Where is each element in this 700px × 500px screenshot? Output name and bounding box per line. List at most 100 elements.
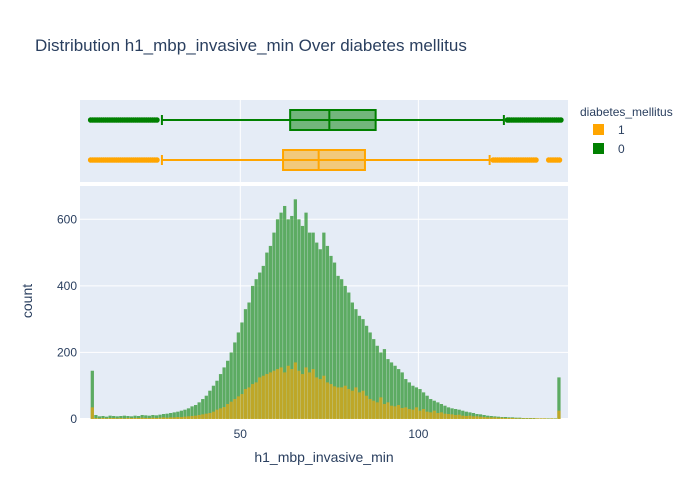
histogram-bar[interactable] — [172, 417, 176, 419]
histogram-bar[interactable] — [226, 360, 230, 419]
histogram-bar[interactable] — [464, 411, 468, 419]
histogram-bar[interactable] — [90, 370, 94, 419]
histogram-bar[interactable] — [500, 417, 504, 419]
histogram-bar[interactable] — [240, 394, 244, 419]
histogram-bar[interactable] — [446, 414, 451, 419]
histogram-bar[interactable] — [229, 401, 233, 419]
histogram-bar[interactable] — [158, 414, 162, 419]
histogram-bar[interactable] — [290, 369, 294, 419]
histogram-bar[interactable] — [236, 332, 240, 419]
histogram-bar[interactable] — [393, 406, 397, 419]
histogram-bar[interactable] — [240, 322, 244, 419]
histogram-bar[interactable] — [475, 416, 479, 419]
histogram-bar[interactable] — [247, 302, 251, 420]
histogram-bar[interactable] — [532, 418, 536, 419]
legend-label-series-1[interactable]: 1 — [618, 123, 625, 137]
histogram-bar[interactable] — [489, 417, 493, 419]
histogram-bar[interactable] — [179, 410, 183, 419]
histogram-bar[interactable] — [325, 382, 330, 419]
histogram-bar[interactable] — [101, 418, 105, 419]
histogram-bar[interactable] — [439, 412, 444, 419]
histogram-bar[interactable] — [226, 404, 230, 419]
histogram-bar[interactable] — [265, 252, 269, 419]
histogram-bar[interactable] — [151, 417, 155, 419]
histogram-bar[interactable] — [340, 279, 344, 419]
histogram-bar[interactable] — [414, 407, 419, 419]
histogram-bar[interactable] — [258, 377, 262, 419]
histogram-bar[interactable] — [414, 387, 419, 419]
histogram-bar[interactable] — [397, 405, 401, 419]
histogram-bar[interactable] — [539, 418, 543, 419]
histogram-bar[interactable] — [471, 416, 476, 419]
histogram-bar[interactable] — [400, 408, 404, 419]
histogram-bar[interactable] — [315, 242, 319, 419]
histogram-bar[interactable] — [126, 416, 130, 419]
histogram-bar[interactable] — [307, 372, 312, 419]
histogram-bar[interactable] — [154, 418, 159, 419]
histogram-bar[interactable] — [404, 379, 408, 419]
histogram-bar[interactable] — [101, 416, 105, 419]
histogram-bar[interactable] — [297, 370, 301, 419]
histogram-bar[interactable] — [115, 416, 119, 419]
histogram-bar[interactable] — [315, 377, 319, 419]
histogram-bar[interactable] — [386, 402, 390, 419]
histogram-bar[interactable] — [379, 352, 383, 419]
histogram-bar[interactable] — [368, 332, 372, 419]
histogram-bar[interactable] — [169, 413, 173, 419]
histogram-bar[interactable] — [108, 415, 112, 419]
histogram-bar[interactable] — [347, 292, 351, 419]
histogram-bar[interactable] — [361, 319, 365, 419]
histogram-bar[interactable] — [293, 362, 297, 419]
histogram-bar[interactable] — [190, 406, 194, 419]
histogram-bar[interactable] — [279, 367, 283, 419]
histogram-bar[interactable] — [222, 407, 226, 419]
histogram-bar[interactable] — [133, 415, 137, 419]
histogram-bar[interactable] — [201, 414, 205, 419]
histogram-bar[interactable] — [379, 397, 383, 419]
histogram-bar[interactable] — [300, 374, 305, 419]
histogram-bar[interactable] — [176, 417, 180, 419]
histogram-bar[interactable] — [364, 395, 369, 419]
histogram-bar[interactable] — [514, 418, 518, 419]
histogram-bar[interactable] — [429, 399, 433, 419]
histogram-bar[interactable] — [204, 395, 208, 419]
histogram-bar[interactable] — [254, 279, 258, 419]
histogram-bar[interactable] — [347, 389, 351, 419]
histogram-bar[interactable] — [183, 409, 187, 419]
histogram-bar[interactable] — [243, 389, 248, 419]
histogram-bar[interactable] — [275, 219, 280, 419]
histogram-bar[interactable] — [268, 372, 273, 419]
histogram-bar[interactable] — [322, 232, 326, 419]
histogram-bar[interactable] — [197, 415, 201, 419]
histogram-bar[interactable] — [122, 415, 127, 419]
histogram-bar[interactable] — [268, 245, 273, 419]
histogram-bar[interactable] — [407, 409, 411, 419]
histogram-bar[interactable] — [165, 417, 169, 419]
histogram-bar[interactable] — [261, 265, 265, 419]
histogram-bar[interactable] — [300, 225, 305, 419]
histogram-bar[interactable] — [482, 417, 486, 419]
histogram-bar[interactable] — [165, 413, 169, 419]
histogram-bar[interactable] — [332, 386, 337, 419]
histogram-bar[interactable] — [190, 416, 194, 419]
histogram-bar[interactable] — [389, 405, 394, 419]
histogram-bar[interactable] — [429, 412, 433, 419]
histogram-bar[interactable] — [486, 415, 490, 419]
histogram-bar[interactable] — [461, 410, 465, 419]
histogram-bar[interactable] — [140, 415, 144, 419]
histogram-bar[interactable] — [350, 390, 354, 419]
histogram-bar[interactable] — [151, 415, 155, 419]
histogram-bar[interactable] — [350, 302, 354, 420]
histogram-bar[interactable] — [129, 416, 134, 419]
histogram-bar[interactable] — [421, 409, 426, 419]
histogram-bar[interactable] — [461, 415, 465, 419]
legend-label-series-0[interactable]: 0 — [618, 142, 625, 156]
histogram-bar[interactable] — [254, 382, 258, 419]
histogram-bar[interactable] — [543, 418, 547, 419]
histogram-bar[interactable] — [343, 385, 347, 419]
histogram-bar[interactable] — [265, 374, 269, 419]
histogram-bar[interactable] — [375, 402, 379, 419]
histogram-bar[interactable] — [457, 409, 461, 419]
histogram-bar[interactable] — [218, 374, 223, 419]
histogram-bar[interactable] — [468, 415, 472, 419]
